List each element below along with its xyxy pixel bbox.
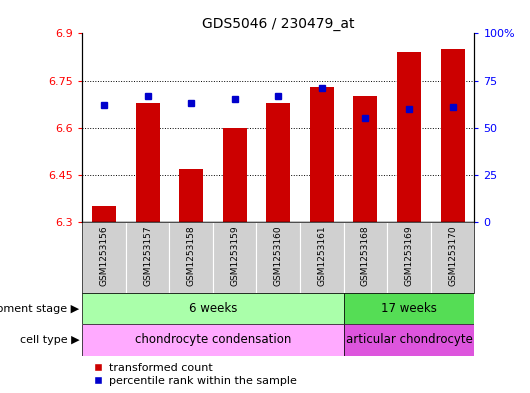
- Bar: [343, 324, 474, 356]
- Bar: [82, 293, 343, 324]
- Bar: [82, 324, 343, 356]
- Bar: [92, 206, 116, 222]
- Bar: [223, 128, 246, 222]
- Bar: [300, 222, 343, 293]
- Text: GSM1253156: GSM1253156: [100, 226, 109, 286]
- Bar: [169, 222, 213, 293]
- Text: cell type ▶: cell type ▶: [20, 335, 80, 345]
- Bar: [343, 293, 474, 324]
- Text: 17 weeks: 17 weeks: [381, 302, 437, 315]
- Text: development stage ▶: development stage ▶: [0, 303, 80, 314]
- Bar: [82, 222, 126, 293]
- Text: GSM1253168: GSM1253168: [361, 226, 370, 286]
- Bar: [126, 222, 169, 293]
- Bar: [440, 49, 465, 222]
- Bar: [266, 103, 290, 222]
- Text: chondrocyte condensation: chondrocyte condensation: [135, 333, 291, 347]
- Bar: [343, 222, 387, 293]
- Bar: [431, 222, 474, 293]
- Bar: [179, 169, 203, 222]
- Bar: [387, 222, 431, 293]
- Text: GSM1253169: GSM1253169: [404, 226, 413, 286]
- Bar: [213, 222, 257, 293]
- Text: GSM1253160: GSM1253160: [274, 226, 282, 286]
- Text: 6 weeks: 6 weeks: [189, 302, 237, 315]
- Bar: [354, 96, 377, 222]
- Bar: [310, 87, 334, 222]
- Bar: [397, 52, 421, 222]
- Bar: [136, 103, 160, 222]
- Text: GSM1253158: GSM1253158: [187, 226, 196, 286]
- Bar: [257, 222, 300, 293]
- Text: GSM1253159: GSM1253159: [230, 226, 239, 286]
- Text: GSM1253170: GSM1253170: [448, 226, 457, 286]
- Text: articular chondrocyte: articular chondrocyte: [346, 333, 472, 347]
- Text: GSM1253161: GSM1253161: [317, 226, 326, 286]
- Text: GSM1253157: GSM1253157: [143, 226, 152, 286]
- Title: GDS5046 / 230479_at: GDS5046 / 230479_at: [202, 17, 355, 31]
- Legend: transformed count, percentile rank within the sample: transformed count, percentile rank withi…: [87, 358, 301, 390]
